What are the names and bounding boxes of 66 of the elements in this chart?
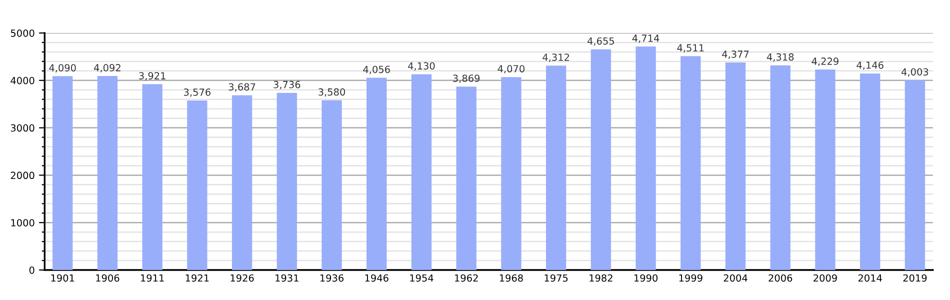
y-tick-label: 0 [29,266,34,274]
data-label: 4,056 [363,66,390,74]
x-tick-label: 1911 [141,274,164,282]
data-label: 3,687 [228,83,256,92]
bar [680,56,701,270]
x-tick-label: 1946 [365,274,388,282]
data-label: 3,869 [453,74,480,83]
bar [97,76,118,270]
data-label: 3,736 [274,80,300,90]
y-tick-label: 1000 [11,219,34,226]
data-label: 4,146 [856,61,884,70]
x-tick-label: 2006 [768,274,792,282]
bar [636,46,656,270]
x-tick-label: 1954 [410,274,434,282]
x-tick-label: 1936 [320,274,344,282]
bar [322,100,342,270]
x-tick-label: 2019 [903,274,927,282]
data-label: 4,312 [542,54,570,62]
data-label: 4,377 [722,50,749,59]
bar [366,78,387,270]
data-label: 4,130 [408,62,435,71]
bar [52,76,73,270]
data-label: 4,318 [766,53,794,62]
bar [904,80,926,270]
data-label: 4,090 [49,64,76,72]
y-tick-label: 2000 [10,172,34,180]
x-tick-label: 1921 [186,274,209,282]
x-tick-label: 1990 [634,274,658,282]
bar [142,84,162,270]
x-tick-label: 2004 [724,274,748,282]
bar [546,66,566,270]
data-label: 4,092 [94,64,120,72]
data-label: 4,714 [632,34,660,43]
x-tick-label: 1931 [276,274,298,282]
y-tick-label: 4000 [10,76,34,84]
x-tick-label: 2009 [814,274,837,282]
x-tick-label: 1962 [455,274,478,282]
y-tick-label: 3000 [10,124,34,132]
data-label: 4,511 [677,44,704,53]
y-tick-label: 5000 [10,29,34,37]
bar [815,70,836,270]
bar [456,86,476,270]
data-label: 4,229 [812,58,838,66]
bar [725,62,746,270]
data-label: 4,003 [902,68,928,77]
x-tick-label: 1982 [590,274,612,282]
x-tick-label: 1906 [96,274,120,282]
x-tick-label: 1901 [51,274,74,282]
data-label: 4,655 [587,37,614,46]
x-tick-label: 1968 [500,274,523,282]
data-label: 3,580 [318,88,346,97]
x-tick-label: 1926 [230,274,254,282]
bar [770,65,790,270]
bar [276,92,297,270]
bar [590,49,612,270]
x-tick-label: 1999 [679,274,702,282]
bar [860,73,880,270]
bar [501,77,522,270]
bar [187,100,208,270]
data-label: 3,921 [139,72,166,80]
bar [411,74,432,270]
x-tick-label: 2014 [858,274,882,282]
x-tick-label: 1975 [544,274,568,282]
bar [232,95,252,270]
data-label: 4,070 [498,65,524,74]
data-label: 3,576 [184,88,210,97]
